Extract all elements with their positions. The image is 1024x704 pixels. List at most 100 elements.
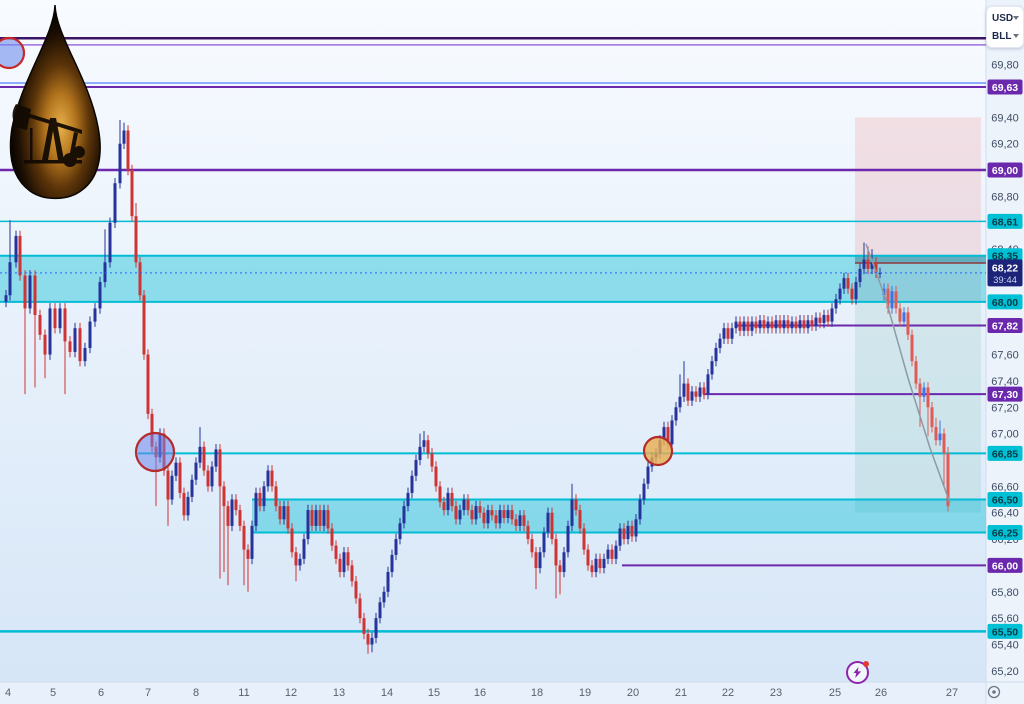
projected-bar	[906, 307, 910, 341]
candle	[862, 242, 866, 275]
candle	[502, 504, 506, 524]
entry-band[interactable]	[855, 255, 986, 263]
candle	[598, 553, 602, 574]
candle	[23, 270, 27, 395]
candle	[43, 329, 47, 379]
candle	[586, 544, 590, 571]
candle	[874, 257, 878, 279]
svg-text:68,61: 68,61	[992, 216, 1018, 228]
time-axis-label: 19	[579, 687, 591, 699]
candle	[302, 533, 306, 565]
candle	[430, 448, 434, 472]
candle	[742, 316, 746, 337]
projected-bar	[930, 402, 934, 433]
projected-bar	[910, 329, 914, 367]
candle	[462, 494, 466, 516]
candle	[68, 336, 72, 358]
candle	[210, 461, 214, 492]
projection-trendline[interactable]	[865, 243, 951, 504]
candle	[250, 520, 254, 565]
candle	[262, 481, 266, 512]
candle	[738, 316, 742, 337]
price-axis-tick: 65,40	[991, 640, 1019, 652]
candle	[8, 220, 12, 301]
candle	[494, 510, 498, 529]
quote-unit-dropdown[interactable]: BLL	[987, 27, 1023, 45]
candle	[174, 457, 178, 482]
time-axis-label: 5	[50, 687, 56, 699]
svg-text:67,30: 67,30	[992, 389, 1018, 401]
candle	[474, 500, 478, 525]
candle	[454, 500, 458, 525]
candle	[166, 465, 170, 526]
candle	[290, 523, 294, 558]
price-axis-tick: 69,20	[991, 139, 1019, 151]
projected-bar	[898, 303, 902, 327]
price-axis-tick: 68,80	[991, 191, 1019, 203]
candle	[466, 494, 470, 516]
candle	[450, 487, 454, 512]
svg-text:66,00: 66,00	[992, 560, 1018, 572]
base-currency-dropdown[interactable]: USD	[987, 9, 1023, 27]
candle	[582, 523, 586, 555]
candle	[822, 309, 826, 329]
candle	[442, 496, 446, 516]
candle	[458, 504, 462, 525]
candle	[314, 504, 318, 532]
supply-demand-zone[interactable]	[0, 255, 986, 302]
candle	[298, 553, 302, 571]
candle	[842, 272, 846, 294]
candle	[258, 487, 262, 512]
circle-dot-icon	[987, 685, 1001, 699]
candle	[526, 520, 530, 545]
candle	[198, 427, 202, 468]
candle	[630, 520, 634, 542]
time-axis-label: 4	[5, 687, 11, 699]
chevron-down-icon	[1013, 16, 1020, 20]
candle	[278, 500, 282, 525]
pump-jack-silhouette	[12, 104, 85, 167]
candle	[282, 500, 286, 525]
entry-marker-circle[interactable]	[0, 36, 26, 70]
target-box[interactable]	[855, 301, 981, 513]
candle	[578, 504, 582, 534]
candle	[762, 315, 766, 334]
svg-text:66,50: 66,50	[992, 495, 1018, 507]
candle	[346, 546, 350, 571]
candle	[486, 504, 490, 529]
candle	[562, 546, 566, 578]
candle	[350, 560, 354, 587]
candle	[858, 263, 862, 288]
candle	[178, 457, 182, 499]
projected-bar	[914, 355, 918, 389]
candle	[134, 202, 138, 268]
candle	[270, 465, 274, 492]
projected-bar	[882, 283, 886, 301]
candle	[33, 270, 37, 388]
entry-marker-circle[interactable]	[134, 431, 176, 473]
candle	[310, 504, 314, 532]
candle	[546, 507, 550, 538]
candle	[382, 586, 386, 608]
candle	[73, 322, 77, 358]
candle	[566, 520, 570, 558]
entry-marker-circle[interactable]	[642, 435, 674, 467]
candle	[122, 122, 126, 149]
time-axis-label: 23	[770, 687, 782, 699]
candle	[194, 457, 198, 486]
candle	[378, 597, 382, 624]
candle	[698, 382, 702, 403]
economic-event-icon[interactable]	[846, 661, 869, 684]
candle	[810, 315, 814, 331]
candle	[394, 533, 398, 561]
candle	[14, 230, 18, 268]
candle	[214, 444, 218, 472]
time-axis-label: 21	[675, 687, 687, 699]
candle	[538, 546, 542, 574]
supply-demand-zone[interactable]	[252, 499, 986, 533]
candle	[782, 315, 786, 334]
notification-dot	[863, 661, 869, 667]
axis-settings-icon[interactable]	[986, 684, 1002, 700]
candle	[402, 500, 406, 529]
